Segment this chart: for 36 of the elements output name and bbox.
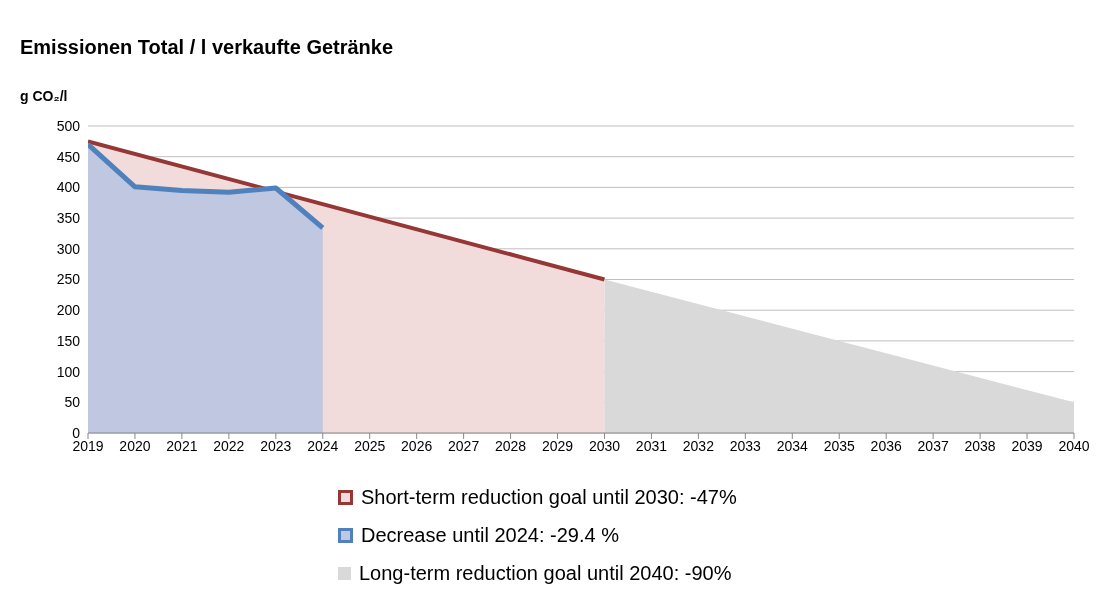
x-tick-label: 2034 bbox=[776, 437, 809, 454]
x-tick-label: 2023 bbox=[260, 437, 292, 454]
chart-title: Emissionen Total / l verkaufte Getränke bbox=[20, 36, 394, 59]
x-tick-label: 2022 bbox=[213, 437, 245, 454]
y-axis-title: g CO₂/l bbox=[20, 88, 68, 104]
x-tick-label: 2032 bbox=[682, 437, 715, 454]
y-tick-label: 300 bbox=[56, 240, 81, 257]
x-tick-label: 2033 bbox=[729, 437, 762, 454]
x-tick-label: 2024 bbox=[307, 437, 339, 454]
y-tick-label: 100 bbox=[56, 363, 81, 380]
y-tick-label: 350 bbox=[56, 210, 81, 227]
x-tick-label: 2040 bbox=[1058, 437, 1090, 454]
x-tick-label: 2039 bbox=[1011, 437, 1043, 454]
x-tick-label: 2021 bbox=[166, 437, 198, 454]
x-tick-label: 2031 bbox=[635, 437, 668, 454]
x-tick-label: 2037 bbox=[917, 437, 949, 454]
y-tick-label: 150 bbox=[56, 332, 81, 349]
y-tick-label: 250 bbox=[56, 271, 81, 288]
x-tick-label: 2020 bbox=[119, 437, 151, 454]
y-tick-label: 200 bbox=[56, 302, 81, 319]
x-tick-label: 2027 bbox=[448, 437, 480, 454]
x-tick-label: 2030 bbox=[588, 437, 621, 454]
legend-label: Short-term reduction goal until 2030: -47% bbox=[361, 485, 737, 509]
x-tick-label: 2026 bbox=[401, 437, 433, 454]
y-tick-label: 450 bbox=[56, 148, 81, 165]
y-tick-label: 50 bbox=[64, 394, 81, 411]
x-tick-label: 2028 bbox=[494, 437, 527, 454]
x-tick-label: 2038 bbox=[964, 437, 996, 454]
legend-label: Decrease until 2024: -29.4 % bbox=[361, 523, 619, 547]
y-tick-label: 500 bbox=[56, 117, 81, 134]
x-tick-label: 2035 bbox=[823, 437, 856, 454]
x-tick-label: 2025 bbox=[354, 437, 386, 454]
legend-label: Long-term reduction goal until 2040: -90% bbox=[359, 561, 732, 585]
x-tick-label: 2036 bbox=[870, 437, 902, 454]
y-tick-label: 400 bbox=[56, 179, 81, 196]
x-tick-label: 2029 bbox=[541, 437, 574, 454]
